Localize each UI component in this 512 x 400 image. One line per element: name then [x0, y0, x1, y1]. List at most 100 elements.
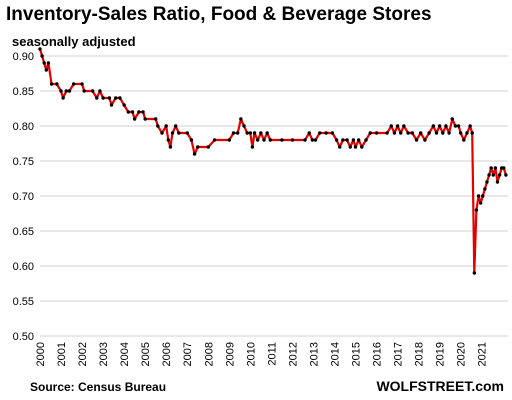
data-point: [330, 131, 335, 135]
x-tick-label: 2018: [414, 342, 426, 366]
data-point: [49, 82, 54, 86]
data-point: [259, 131, 263, 135]
data-point: [143, 117, 147, 121]
data-point: [82, 89, 86, 93]
data-point: [338, 145, 342, 149]
data-point: [212, 138, 217, 142]
data-point: [114, 96, 118, 100]
y-tick-label: 0.50: [13, 331, 34, 343]
data-point: [245, 131, 249, 135]
data-point: [231, 131, 236, 135]
x-tick-label: 2009: [224, 342, 236, 366]
data-point: [434, 131, 439, 135]
grid-lines: [40, 55, 508, 337]
data-point: [497, 173, 502, 177]
x-tick-label: 2008: [203, 342, 215, 366]
data-point: [239, 117, 243, 121]
data-point: [374, 131, 379, 135]
data-point: [64, 89, 68, 93]
data-point: [324, 131, 328, 135]
x-tick-label: 2003: [98, 342, 110, 366]
data-point: [489, 166, 493, 170]
data-point: [55, 82, 59, 86]
data-point: [61, 96, 65, 100]
data-point: [164, 124, 168, 128]
data-point: [132, 117, 137, 121]
data-point: [450, 117, 454, 121]
data-point: [248, 131, 253, 135]
data-point: [431, 124, 436, 128]
data-point: [472, 271, 477, 275]
data-point: [265, 131, 269, 135]
data-point: [470, 131, 474, 135]
data-point: [255, 138, 260, 142]
x-tick-label: 2019: [435, 342, 447, 366]
data-point: [491, 173, 495, 177]
data-point: [95, 96, 99, 100]
data-point: [485, 180, 489, 184]
data-point: [458, 131, 463, 135]
y-tick-label: 0.75: [13, 156, 34, 168]
data-point: [478, 201, 483, 205]
data-point: [313, 138, 318, 142]
data-point: [185, 131, 189, 135]
data-point: [476, 194, 481, 198]
data-point: [130, 110, 135, 114]
data-point: [307, 131, 311, 135]
data-point: [351, 138, 356, 142]
y-tick-label: 0.55: [13, 296, 34, 308]
data-point: [280, 138, 284, 142]
data-point: [160, 131, 164, 135]
data-point: [447, 131, 451, 135]
data-point: [395, 124, 400, 128]
x-axis-ticks: 2000 2001 2002 2003 2004 2005 2006 2007 2008 2009…: [35, 342, 489, 366]
data-point: [107, 96, 112, 100]
data-point: [389, 124, 393, 128]
data-point: [399, 131, 403, 135]
y-tick-label: 0.80: [13, 121, 34, 133]
data-point: [170, 131, 175, 135]
data-point: [468, 124, 472, 128]
data-point: [334, 138, 339, 142]
x-tick-label: 2001: [56, 342, 68, 366]
data-point: [341, 138, 345, 142]
data-point: [402, 124, 406, 128]
data-point: [177, 131, 181, 135]
x-tick-label: 2002: [77, 342, 89, 366]
data-point: [487, 173, 491, 177]
brand-watermark: WOLFSTREET.com: [376, 378, 504, 394]
data-point: [504, 173, 508, 177]
data-point: [483, 187, 487, 191]
y-tick-label: 0.85: [13, 86, 34, 98]
data-point: [419, 131, 423, 135]
x-tick-label: 2013: [308, 342, 320, 366]
data-point: [427, 131, 431, 135]
data-point: [318, 131, 322, 135]
data-point: [166, 138, 171, 142]
data-point: [495, 180, 500, 184]
chart-title: Inventory-Sales Ratio, Food & Beverage S…: [6, 4, 432, 25]
data-point: [242, 124, 246, 128]
data-point: [364, 138, 368, 142]
y-tick-label: 0.65: [13, 226, 34, 238]
x-tick-label: 2020: [456, 342, 468, 366]
x-tick-label: 2010: [245, 342, 257, 366]
data-point: [348, 145, 352, 149]
data-point: [410, 131, 414, 135]
data-point: [385, 131, 389, 135]
data-point: [406, 131, 410, 135]
data-point: [227, 138, 232, 142]
x-tick-label: 2007: [182, 342, 194, 366]
data-point: [80, 82, 84, 86]
data-point: [137, 110, 141, 114]
data-point: [493, 166, 498, 170]
data-point: [360, 145, 364, 149]
data-point: [98, 89, 102, 93]
y-tick-label: 0.60: [13, 261, 34, 273]
x-tick-label: 2017: [393, 342, 405, 366]
x-tick-label: 2015: [351, 342, 363, 366]
data-point: [250, 145, 255, 149]
x-tick-label: 2014: [329, 342, 341, 366]
data-point: [353, 145, 358, 149]
